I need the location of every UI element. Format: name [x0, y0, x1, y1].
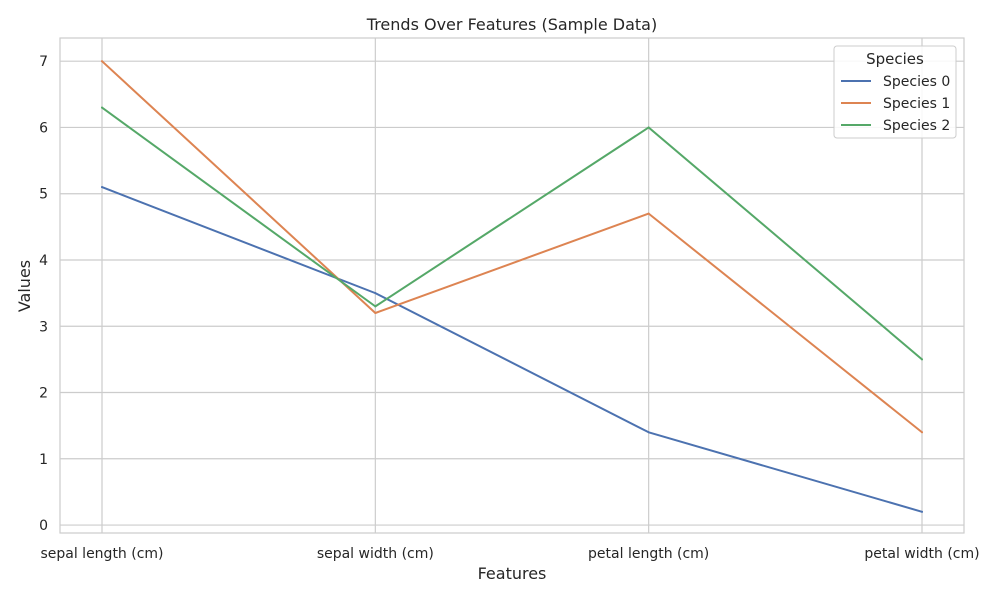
legend-label: Species 1 [883, 96, 950, 112]
y-tick-label: 4 [39, 253, 48, 269]
data-point [921, 431, 923, 434]
legend-box [833, 45, 957, 139]
data-point [647, 431, 650, 434]
x-axis-title: Features [478, 564, 547, 583]
series-layer [101, 60, 923, 513]
y-tick-label: 0 [39, 518, 48, 534]
y-tick-label: 7 [39, 54, 48, 70]
legend-label: Species 0 [883, 74, 950, 90]
legend-title: Species [866, 50, 924, 68]
data-point [374, 305, 377, 308]
data-point [921, 510, 923, 513]
y-tick-label: 5 [39, 187, 48, 203]
y-tick-label: 1 [39, 452, 48, 468]
data-point [101, 106, 103, 109]
x-tick-label: sepal length (cm) [40, 546, 163, 562]
series-line-0 [101, 186, 923, 513]
legend: Species Species 0 Species 1 Species 2 [833, 45, 957, 139]
y-tick-label: 3 [39, 319, 48, 335]
data-point [647, 212, 650, 215]
y-axis-title: Values [15, 260, 34, 312]
series-line-2 [101, 106, 923, 361]
x-tick-label: sepal width (cm) [317, 546, 434, 562]
x-tick-label: petal length (cm) [588, 546, 709, 562]
data-point [374, 312, 377, 314]
series-line-1 [101, 60, 923, 434]
y-tick-label: 6 [39, 120, 48, 136]
y-tick-label: 2 [39, 386, 48, 402]
x-tick-label: petal width (cm) [864, 546, 979, 562]
tick-label-layer: 0 1 2 3 4 5 6 7 sepal length (cm) sepal width (cm… [39, 54, 980, 562]
grid-layer [60, 38, 964, 533]
data-point [921, 358, 923, 361]
data-point [647, 126, 650, 129]
data-point [374, 292, 377, 295]
data-point [101, 186, 103, 189]
legend-items: Species 0 Species 1 Species 2 [841, 74, 950, 134]
plot-area [59, 37, 965, 534]
chart-title: Trends Over Features (Sample Data) [366, 15, 657, 34]
legend-label: Species 2 [883, 118, 950, 134]
data-point [101, 60, 103, 63]
